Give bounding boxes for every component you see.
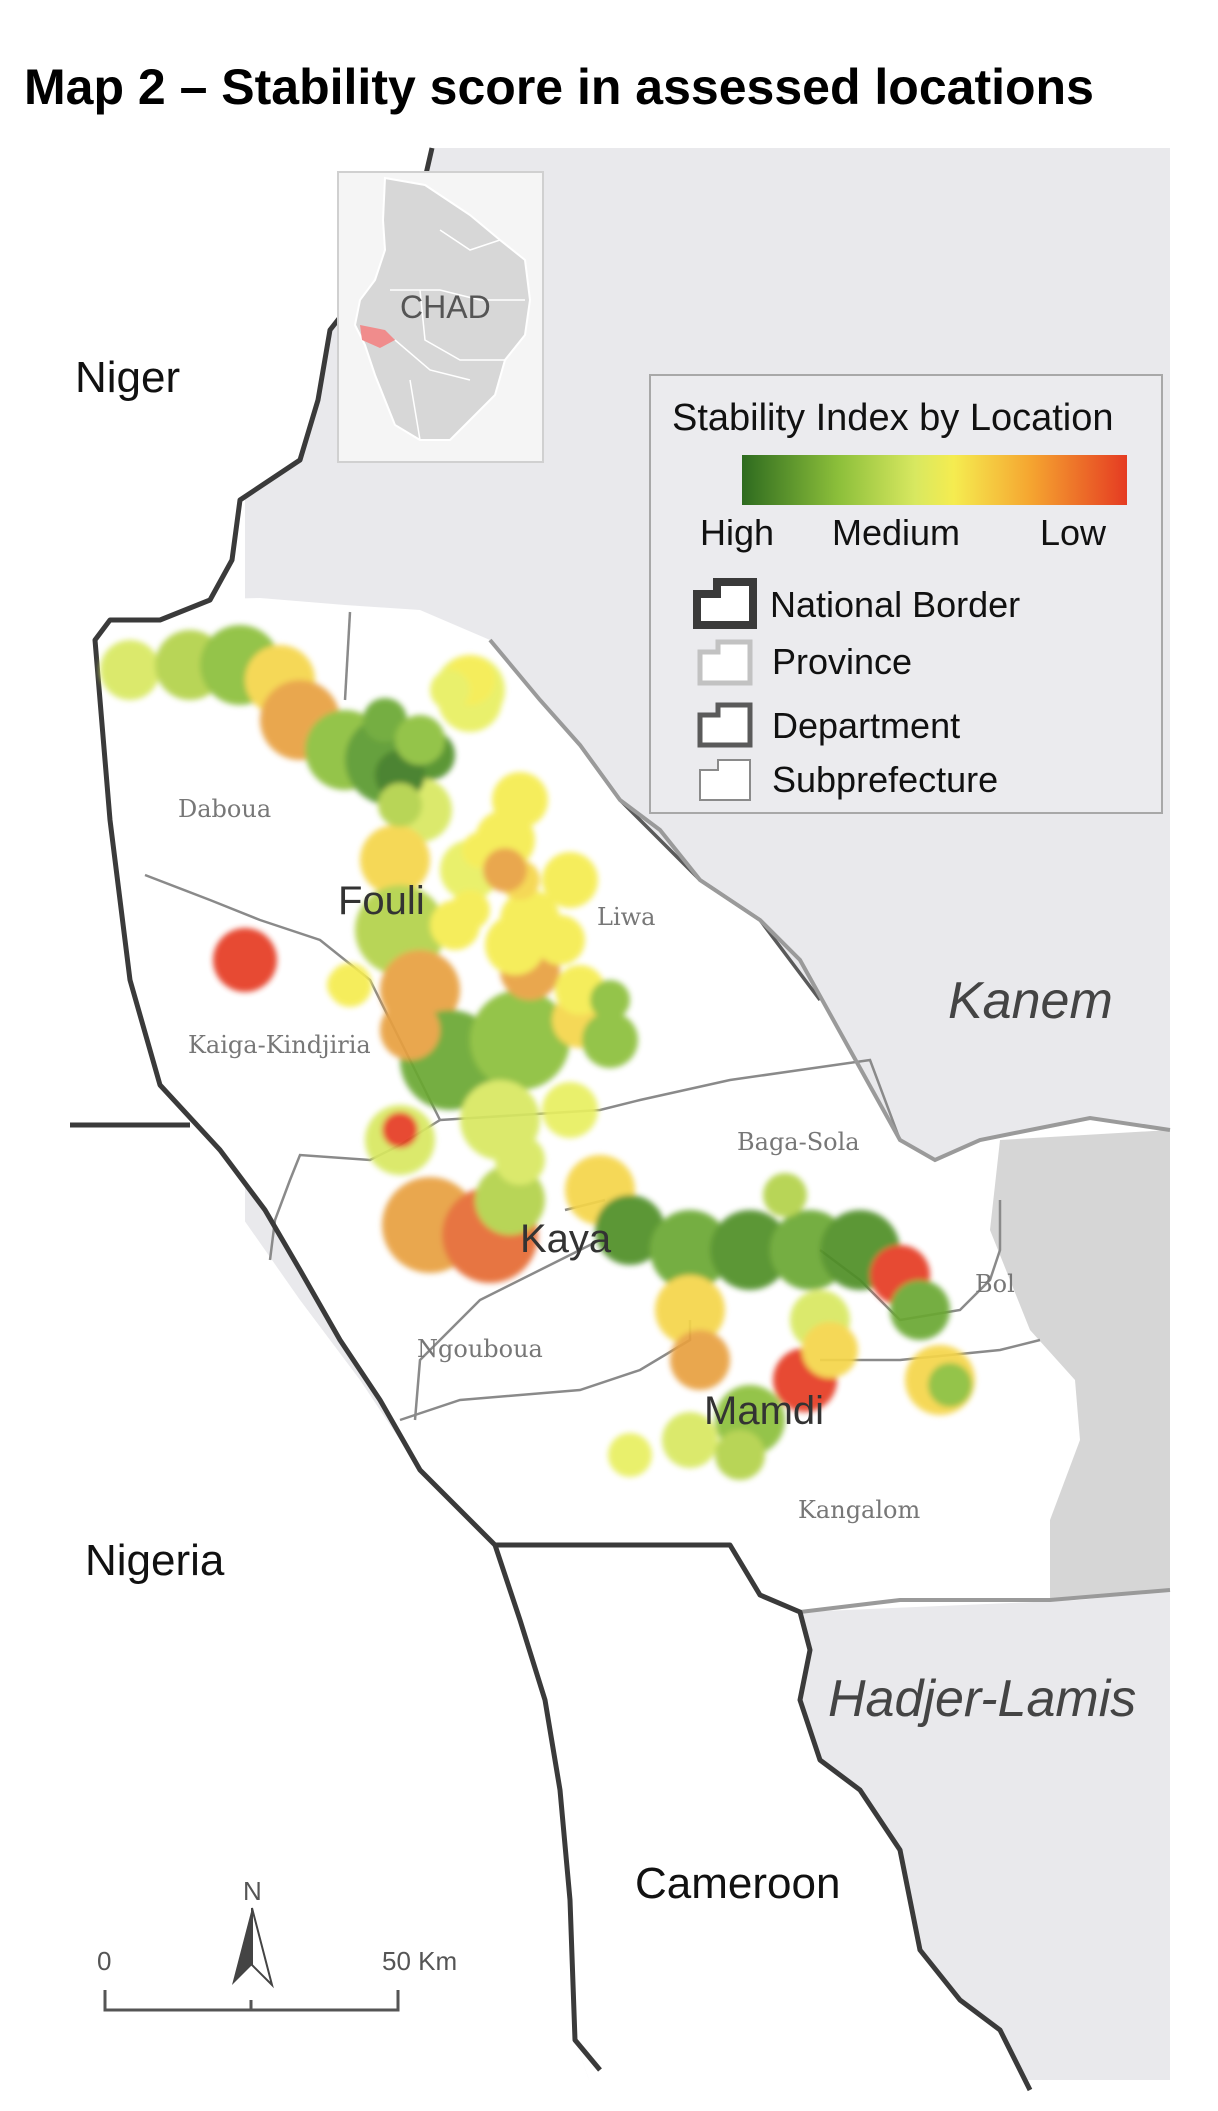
- label-daboua: Daboua: [178, 795, 271, 823]
- legend-label-medium: Medium: [832, 512, 960, 553]
- inset-map: CHAD: [337, 171, 544, 463]
- label-bol: Bol: [975, 1270, 1015, 1298]
- label-mamdi: Mamdi: [704, 1389, 824, 1433]
- label-ngouboua: Ngouboua: [417, 1335, 543, 1363]
- label-cameroon: Cameroon: [635, 1859, 840, 1908]
- nigeria-area: [0, 1125, 600, 2111]
- stability-heatmap: [100, 625, 975, 1480]
- label-kangalom: Kangalom: [798, 1496, 920, 1524]
- legend: Stability Index by Location High Medium …: [649, 374, 1163, 814]
- legend-item-department: Department: [697, 702, 960, 748]
- inset-lac-highlight: [360, 325, 395, 348]
- north-arrow-right: [251, 1907, 274, 1989]
- label-baga-sola: Baga-Sola: [737, 1128, 860, 1156]
- north-arrow-label: N: [243, 1876, 262, 1906]
- legend-label-high: High: [700, 512, 774, 553]
- legend-item-subprefecture: Subprefecture: [699, 759, 998, 801]
- inset-chad-outline: [353, 176, 532, 441]
- label-fouli: Fouli: [338, 879, 425, 923]
- north-arrow: N: [232, 1876, 274, 1989]
- legend-label-subprefecture: Subprefecture: [772, 759, 998, 800]
- bol-area: [990, 1130, 1170, 1600]
- province-borders: [488, 638, 1171, 1614]
- cameroon-area: [495, 1545, 1030, 2111]
- inset-label-chad: CHAD: [400, 289, 491, 325]
- scale-bar-end: 50 Km: [382, 1946, 457, 1976]
- national-borders: [70, 147, 1033, 2092]
- legend-item-national-border: National Border: [693, 578, 1020, 629]
- legend-title: Stability Index by Location: [672, 397, 1114, 439]
- map-title: Map 2 – Stability score in assessed loca…: [24, 59, 1094, 115]
- label-nigeria: Nigeria: [85, 1536, 225, 1585]
- legend-item-province: Province: [697, 639, 912, 686]
- scale-bar-start: 0: [97, 1946, 111, 1976]
- legend-label-national-border: National Border: [770, 584, 1020, 625]
- scale-bar: 0 50 Km: [97, 1946, 457, 2012]
- label-niger: Niger: [75, 353, 180, 402]
- legend-label-province: Province: [772, 641, 912, 682]
- label-kanem: Kanem: [948, 972, 1113, 1030]
- label-kaya: Kaya: [520, 1217, 612, 1261]
- north-arrow-left: [232, 1908, 252, 1985]
- label-kaiga-kindjiria: Kaiga-Kindjiria: [188, 1031, 371, 1059]
- legend-color-ramp: [742, 455, 1127, 505]
- legend-label-department: Department: [772, 705, 960, 746]
- label-hadjer-lamis: Hadjer-Lamis: [828, 1670, 1136, 1728]
- legend-label-low: Low: [1040, 512, 1107, 553]
- label-liwa: Liwa: [597, 903, 655, 931]
